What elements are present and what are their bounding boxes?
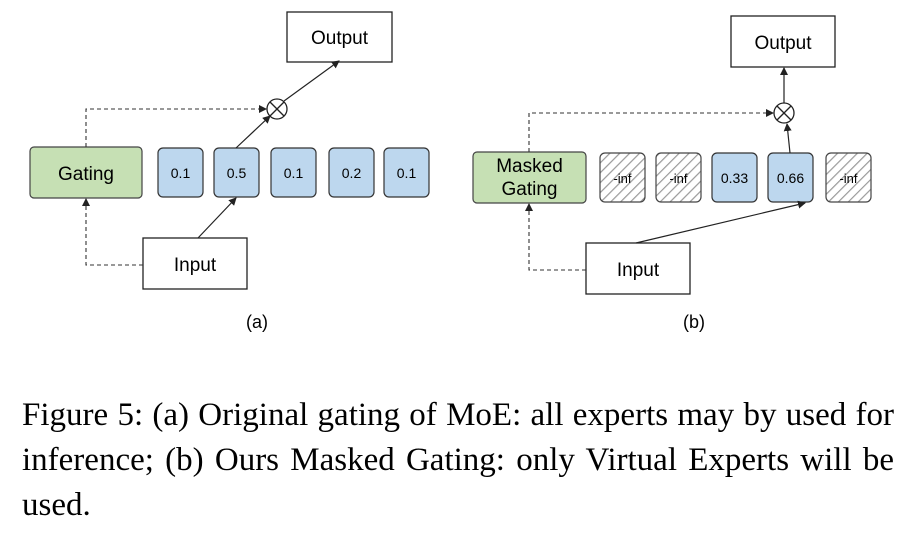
arrow-expert-to-multiply-a [235, 115, 271, 149]
output-box-b: Output [730, 15, 836, 68]
output-label-a: Output [311, 28, 369, 49]
expert-a-2: 0.5 [213, 147, 260, 198]
expert-b-4: 0.66 [767, 152, 814, 203]
dashed-gating-to-multiply-a [85, 105, 267, 147]
arrow-input-to-expert-b [635, 200, 806, 244]
dashed-input-to-gating-a [82, 198, 143, 266]
input-box-b: Input [585, 242, 691, 295]
expert-value: -inf [839, 171, 857, 186]
arrow-multiply-to-output-a [283, 60, 340, 102]
moe-gating-diagram: Output Gating 0.1 0.5 0.1 0.2 0.1 [29, 11, 872, 332]
input-box-a: Input [142, 237, 248, 290]
expert-value: 0.5 [227, 165, 247, 181]
panel-label-a: (a) [246, 312, 268, 332]
expert-value: -inf [669, 171, 687, 186]
expert-a-1: 0.1 [157, 147, 204, 198]
panel-b: Output Masked Gating -inf -inf 0.33 0.66… [472, 15, 872, 332]
dashed-gating-to-multiply-b [528, 109, 774, 152]
expert-value: 0.1 [397, 165, 417, 181]
arrow-input-to-expert-a [197, 197, 237, 239]
masked-gating-box-b: Masked Gating [472, 151, 587, 204]
expert-value: 0.66 [777, 170, 804, 186]
expert-value: 0.33 [721, 170, 748, 186]
figure-caption: Figure 5: (a) Original gating of MoE: al… [22, 397, 894, 523]
gating-box-a: Gating [29, 146, 143, 199]
expert-b-5-masked: -inf [825, 152, 872, 203]
expert-b-1-masked: -inf [599, 152, 646, 203]
expert-value: 0.1 [284, 165, 304, 181]
expert-value: 0.1 [171, 165, 191, 181]
multiply-node-a [266, 98, 288, 120]
panel-label-b: (b) [683, 312, 705, 332]
expert-value: -inf [613, 171, 631, 186]
gating-label-line1-b: Masked [496, 156, 563, 177]
panel-a: Output Gating 0.1 0.5 0.1 0.2 0.1 [29, 11, 430, 332]
gating-label-a: Gating [58, 164, 114, 185]
expert-a-3: 0.1 [270, 147, 317, 198]
expert-value: 0.2 [342, 165, 362, 181]
multiply-node-b [773, 102, 795, 124]
expert-a-4: 0.2 [328, 147, 375, 198]
output-label-b: Output [754, 33, 812, 54]
expert-b-3: 0.33 [711, 152, 758, 203]
expert-b-2-masked: -inf [655, 152, 702, 203]
input-label-b: Input [617, 260, 660, 281]
expert-a-5: 0.1 [383, 147, 430, 198]
dashed-input-to-gating-b [525, 203, 586, 271]
gating-label-line2-b: Gating [502, 179, 558, 200]
output-box-a: Output [286, 11, 393, 63]
input-label-a: Input [174, 255, 217, 276]
arrow-expert-to-multiply-b [783, 123, 792, 154]
